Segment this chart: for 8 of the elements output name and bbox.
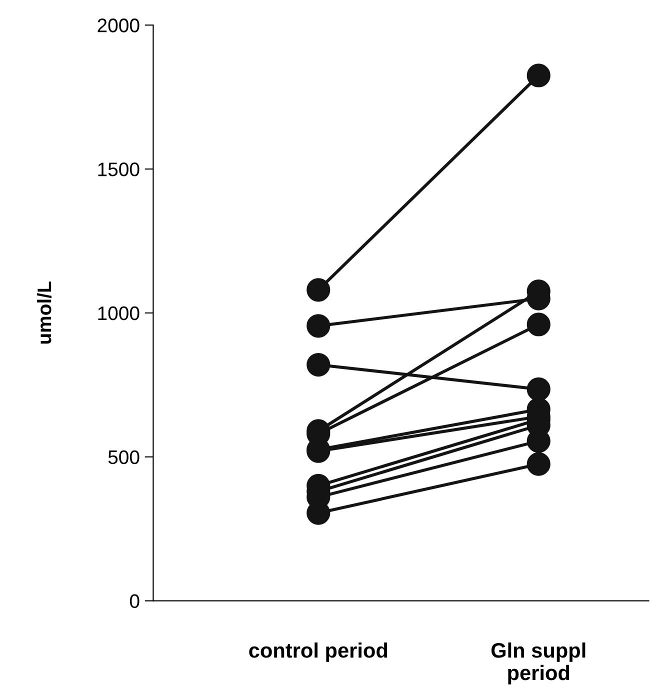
y-tick-label: 2000 <box>98 18 140 32</box>
y-axis-title: umol/L <box>36 282 52 344</box>
y-tick-label: 1500 <box>98 162 140 176</box>
y-tick-label: 0 <box>130 594 140 608</box>
y-tick-label: 1000 <box>98 306 140 320</box>
y-tick-label: 500 <box>108 450 140 464</box>
x-tick-label: control period <box>249 642 388 662</box>
x-tick-label: Gln suppl period <box>491 642 586 684</box>
